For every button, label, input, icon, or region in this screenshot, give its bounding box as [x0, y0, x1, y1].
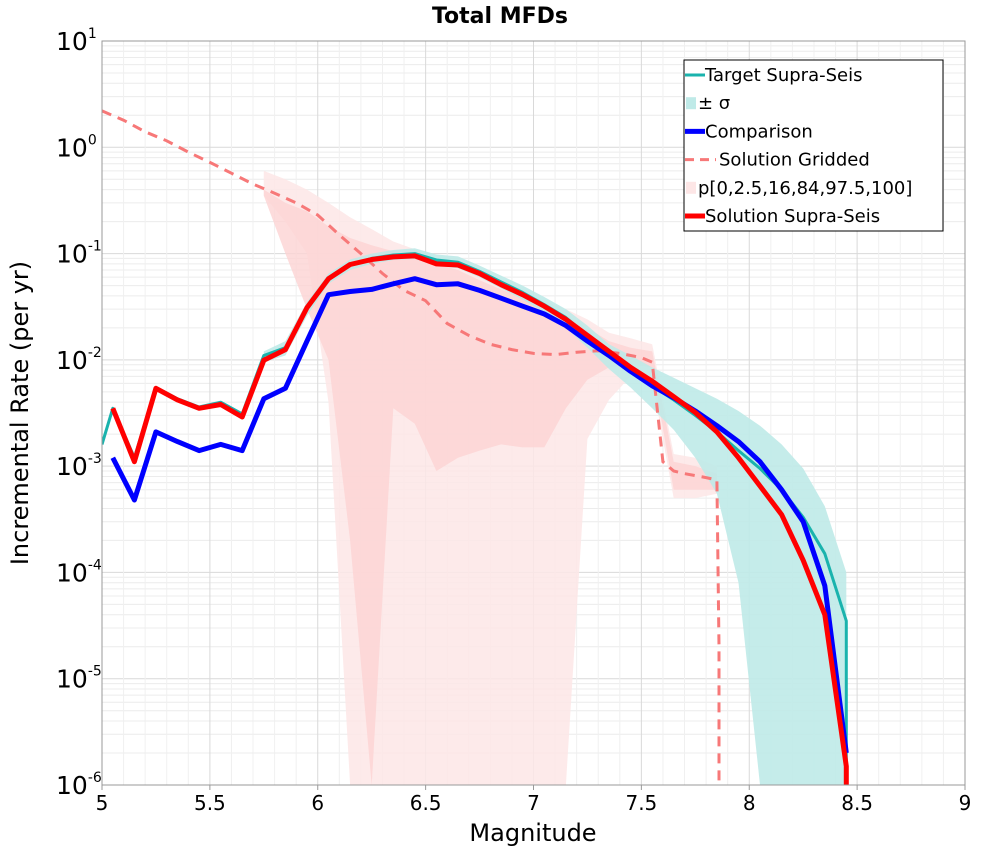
y-tick-label: 100 [56, 132, 97, 162]
x-axis-label: Magnitude [469, 819, 596, 847]
x-tick-label: 9 [959, 791, 972, 815]
legend-label: Solution Gridded [719, 150, 870, 171]
legend-swatch [686, 181, 696, 194]
legend-box [683, 59, 944, 232]
y-tick-label: 101 [56, 26, 97, 56]
y-tick-label: 10-6 [56, 770, 102, 800]
y-tick-label: 10-4 [56, 557, 102, 587]
x-axis: 5 5.5 6 6.5 7 7.5 8 8.5 9 [96, 785, 972, 815]
solution-supra-seis-line [110, 253, 849, 785]
x-tick-label: 7.5 [625, 791, 657, 815]
x-tick-label: 6.5 [410, 791, 442, 815]
y-axis-label: Incremental Rate (per yr) [6, 261, 34, 565]
sigma-band [263, 248, 847, 785]
y-axis: 101 100 10-1 10-2 10-3 10-4 10-5 10-6 [56, 26, 102, 800]
y-tick-label: 10-1 [56, 239, 102, 269]
x-tick-label: 7 [527, 791, 540, 815]
legend-label: p[0,2.5,16,84,97.5,100] [698, 178, 912, 199]
y-tick-label: 10-5 [56, 664, 102, 694]
x-tick-label: 5.5 [194, 791, 226, 815]
y-tick-label: 10-2 [56, 345, 102, 375]
legend-label: ± σ [698, 93, 730, 114]
legend-swatch [686, 97, 696, 110]
legend-label: Target Supra-Seis [704, 65, 862, 86]
y-tick-label: 10-3 [56, 451, 102, 481]
x-tick-label: 8 [743, 791, 756, 815]
comparison-line [110, 276, 849, 754]
x-tick-label: 6 [311, 791, 324, 815]
plot-area [102, 109, 849, 785]
legend-label: Solution Supra-Seis [705, 206, 880, 227]
chart-title: Total MFDs [432, 4, 568, 29]
legend: Target Supra-Seis ± σ Comparison Solution G… [683, 59, 944, 232]
x-tick-label: 5 [96, 791, 109, 815]
legend-label: Comparison [705, 121, 813, 142]
x-tick-label: 8.5 [841, 791, 873, 815]
percentile-inner-band [263, 189, 717, 785]
